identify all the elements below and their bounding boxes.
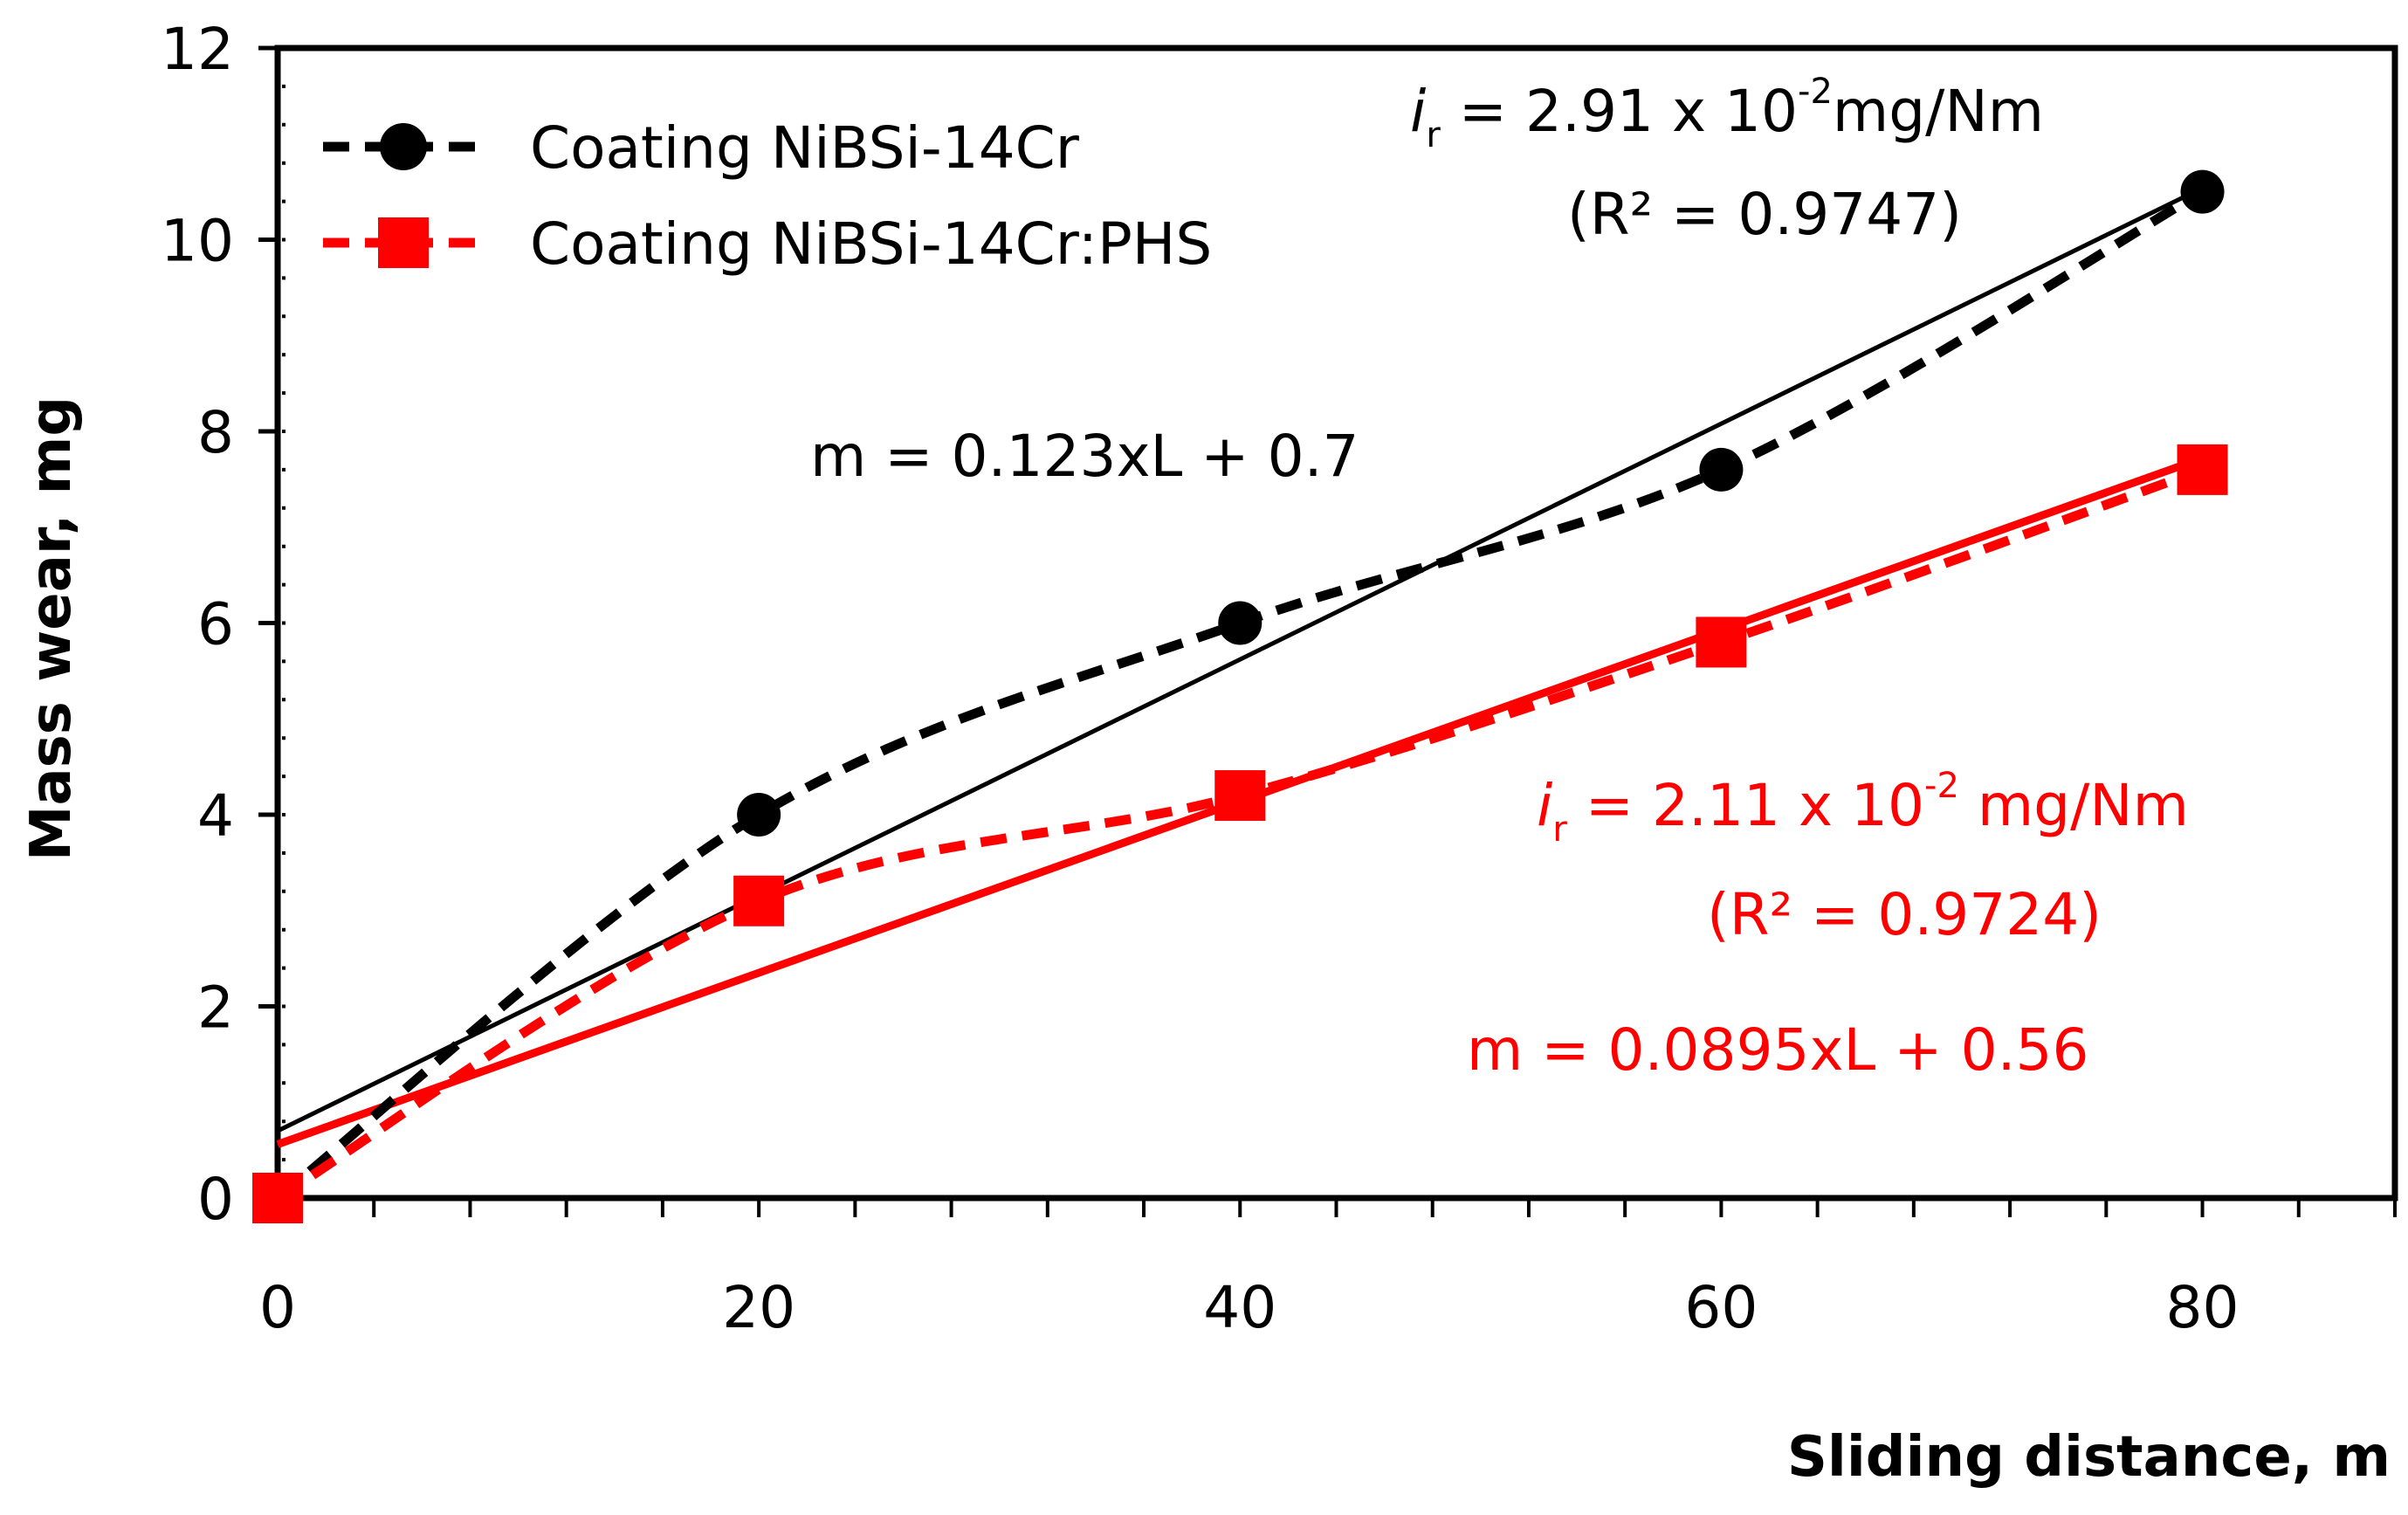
red-equation-annotation: m = 0.0895xL + 0.56 bbox=[1467, 1016, 2089, 1084]
series-markers bbox=[252, 169, 2228, 1223]
data-point-red bbox=[1696, 616, 1747, 668]
x-tick-label: 40 bbox=[1203, 1274, 1276, 1341]
x-tick-label: 60 bbox=[1684, 1274, 1758, 1341]
black-equation-annotation: m = 0.123xL + 0.7 bbox=[810, 423, 1359, 490]
trendline-black bbox=[276, 185, 2204, 1133]
x-tick-labels: 0 20 40 60 80 bbox=[259, 1274, 2239, 1341]
legend-marker-square bbox=[378, 217, 429, 268]
y-tick-label: 12 bbox=[161, 16, 234, 83]
black-rate-annotation: ir = 2.91 x 10-2mg/Nm bbox=[1410, 72, 2044, 155]
x-tick-label: 20 bbox=[722, 1274, 795, 1341]
y-tick-label: 0 bbox=[197, 1166, 234, 1233]
x-axis-title: Sliding distance, m bbox=[1787, 1425, 2391, 1490]
data-point-red bbox=[733, 875, 785, 926]
y-tick-labels: 0 2 4 6 8 10 12 bbox=[161, 16, 234, 1233]
y-tick-label: 6 bbox=[197, 591, 234, 658]
y-tick-label: 10 bbox=[161, 208, 234, 275]
y-minor-ticks bbox=[258, 45, 286, 1201]
data-point-red bbox=[2177, 444, 2228, 495]
y-tick-label: 2 bbox=[197, 974, 234, 1042]
data-point-black bbox=[737, 793, 781, 837]
legend-marker-circle bbox=[380, 123, 427, 170]
red-rate-annotation: ir = 2.11 x 10-2 mg/Nm bbox=[1537, 766, 2189, 850]
data-point-black bbox=[1699, 447, 1744, 492]
data-point-black bbox=[2180, 169, 2225, 214]
y-tick-label: 8 bbox=[197, 399, 234, 466]
x-minor-ticks bbox=[372, 1198, 2397, 1217]
black-r2-annotation: (R² = 0.9747) bbox=[1567, 181, 1962, 248]
data-point-red bbox=[1214, 770, 1266, 822]
data-point-red bbox=[252, 1173, 303, 1223]
data-point-black bbox=[1218, 601, 1262, 645]
y-axis-title: Mass wear, mg bbox=[19, 396, 84, 861]
x-tick-label: 80 bbox=[2166, 1274, 2239, 1341]
x-tick-label: 0 bbox=[259, 1274, 296, 1341]
y-tick-label: 4 bbox=[197, 782, 234, 850]
legend-label-black: Coating NiBSi-14Cr bbox=[530, 114, 1080, 182]
red-r2-annotation: (R² = 0.9724) bbox=[1707, 881, 2102, 948]
legend: Coating NiBSi-14Cr Coating NiBSi-14Cr:PH… bbox=[323, 114, 1212, 278]
legend-label-red: Coating NiBSi-14Cr:PHS bbox=[530, 210, 1212, 278]
